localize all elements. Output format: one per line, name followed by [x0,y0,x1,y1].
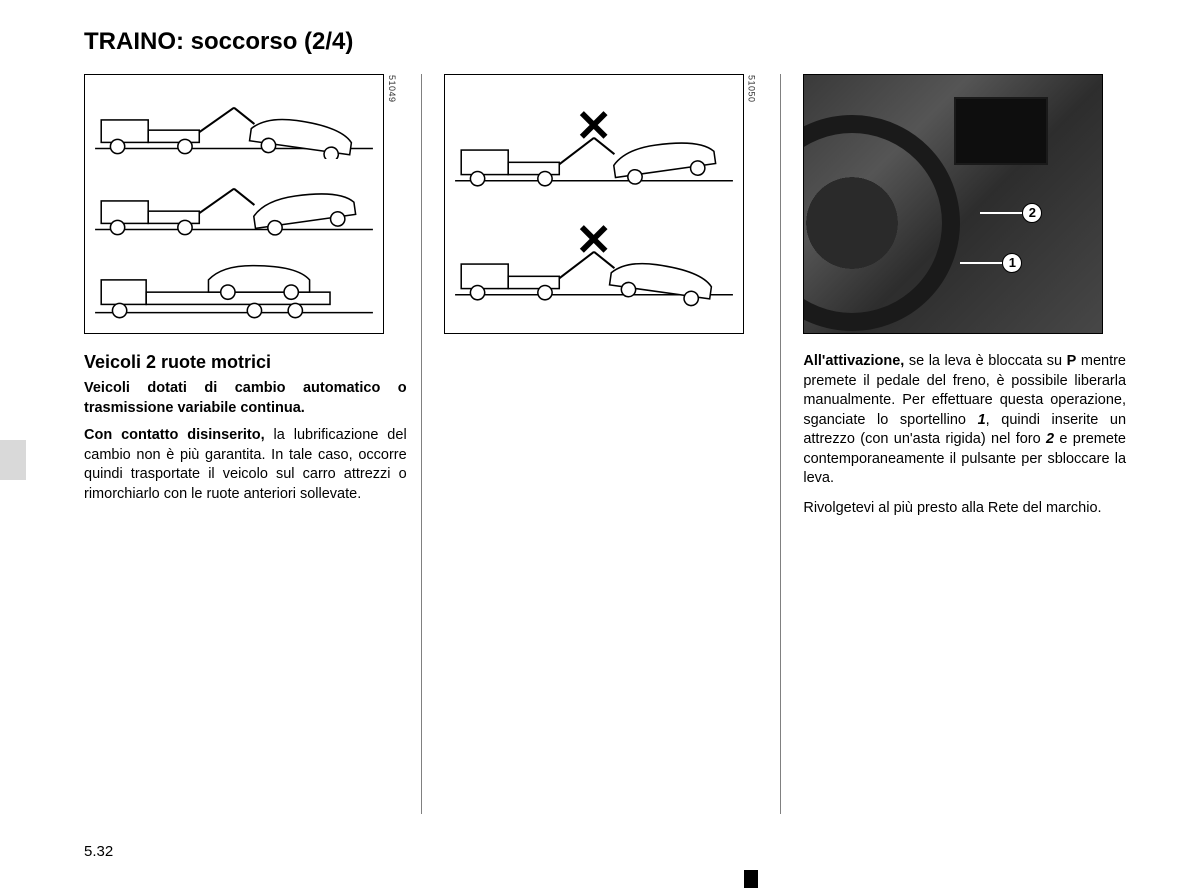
callout-line-1 [960,262,1002,264]
page-number: 5.32 [84,843,113,860]
column-left: 51049 [84,74,421,814]
figure-towing-prohibited: 51050 [444,74,744,334]
body-bold-P: P [1067,353,1077,369]
right-body-1: All'attivazione, se la leva è bloccata s… [803,352,1126,489]
body-bold-span: All'attivazione, [803,353,904,369]
figure-towing-allowed: 51049 [84,74,384,334]
section-subtitle: Veicoli 2 ruote motrici [84,352,407,373]
callout-line-2 [980,212,1022,214]
column-layout: 51049 [84,74,1140,814]
body-italic-2: 2 [1046,431,1054,447]
body-bold-span: Con contatto disinserito, [84,427,265,443]
callout-1: 1 [1002,253,1022,273]
section-lead: Veicoli dotati di cambio automatico o tr… [84,379,407,418]
footer-crop-mark [744,870,758,888]
diagram-front-lifted [91,87,377,159]
figure-interior-photo: 50922 2 1 [803,74,1103,334]
figure-code: 51050 [747,75,757,103]
section-body: Con contatto disinserito, la lubrificazi… [84,426,407,504]
manual-page: TRAINO: soccorso (2/4) 51049 [0,0,1200,888]
column-right: 50922 2 1 All'attivazione, se la leva è … [780,74,1140,814]
figure-code: 51049 [387,75,397,103]
column-center: 51050 [421,74,781,814]
body-italic-1: 1 [978,412,986,428]
right-body-2: Rivolgetevi al più presto alla Rete del … [803,499,1126,519]
diagram-prohibited-1: ✕ [451,97,737,197]
page-title: TRAINO: soccorso (2/4) [84,28,1140,56]
body-text-span: se la leva è bloccata su [904,353,1066,369]
callout-2: 2 [1022,203,1042,223]
diagram-prohibited-2: ✕ [451,211,737,311]
diagram-flatbed [91,249,377,321]
diagram-rear-lifted [91,168,377,240]
